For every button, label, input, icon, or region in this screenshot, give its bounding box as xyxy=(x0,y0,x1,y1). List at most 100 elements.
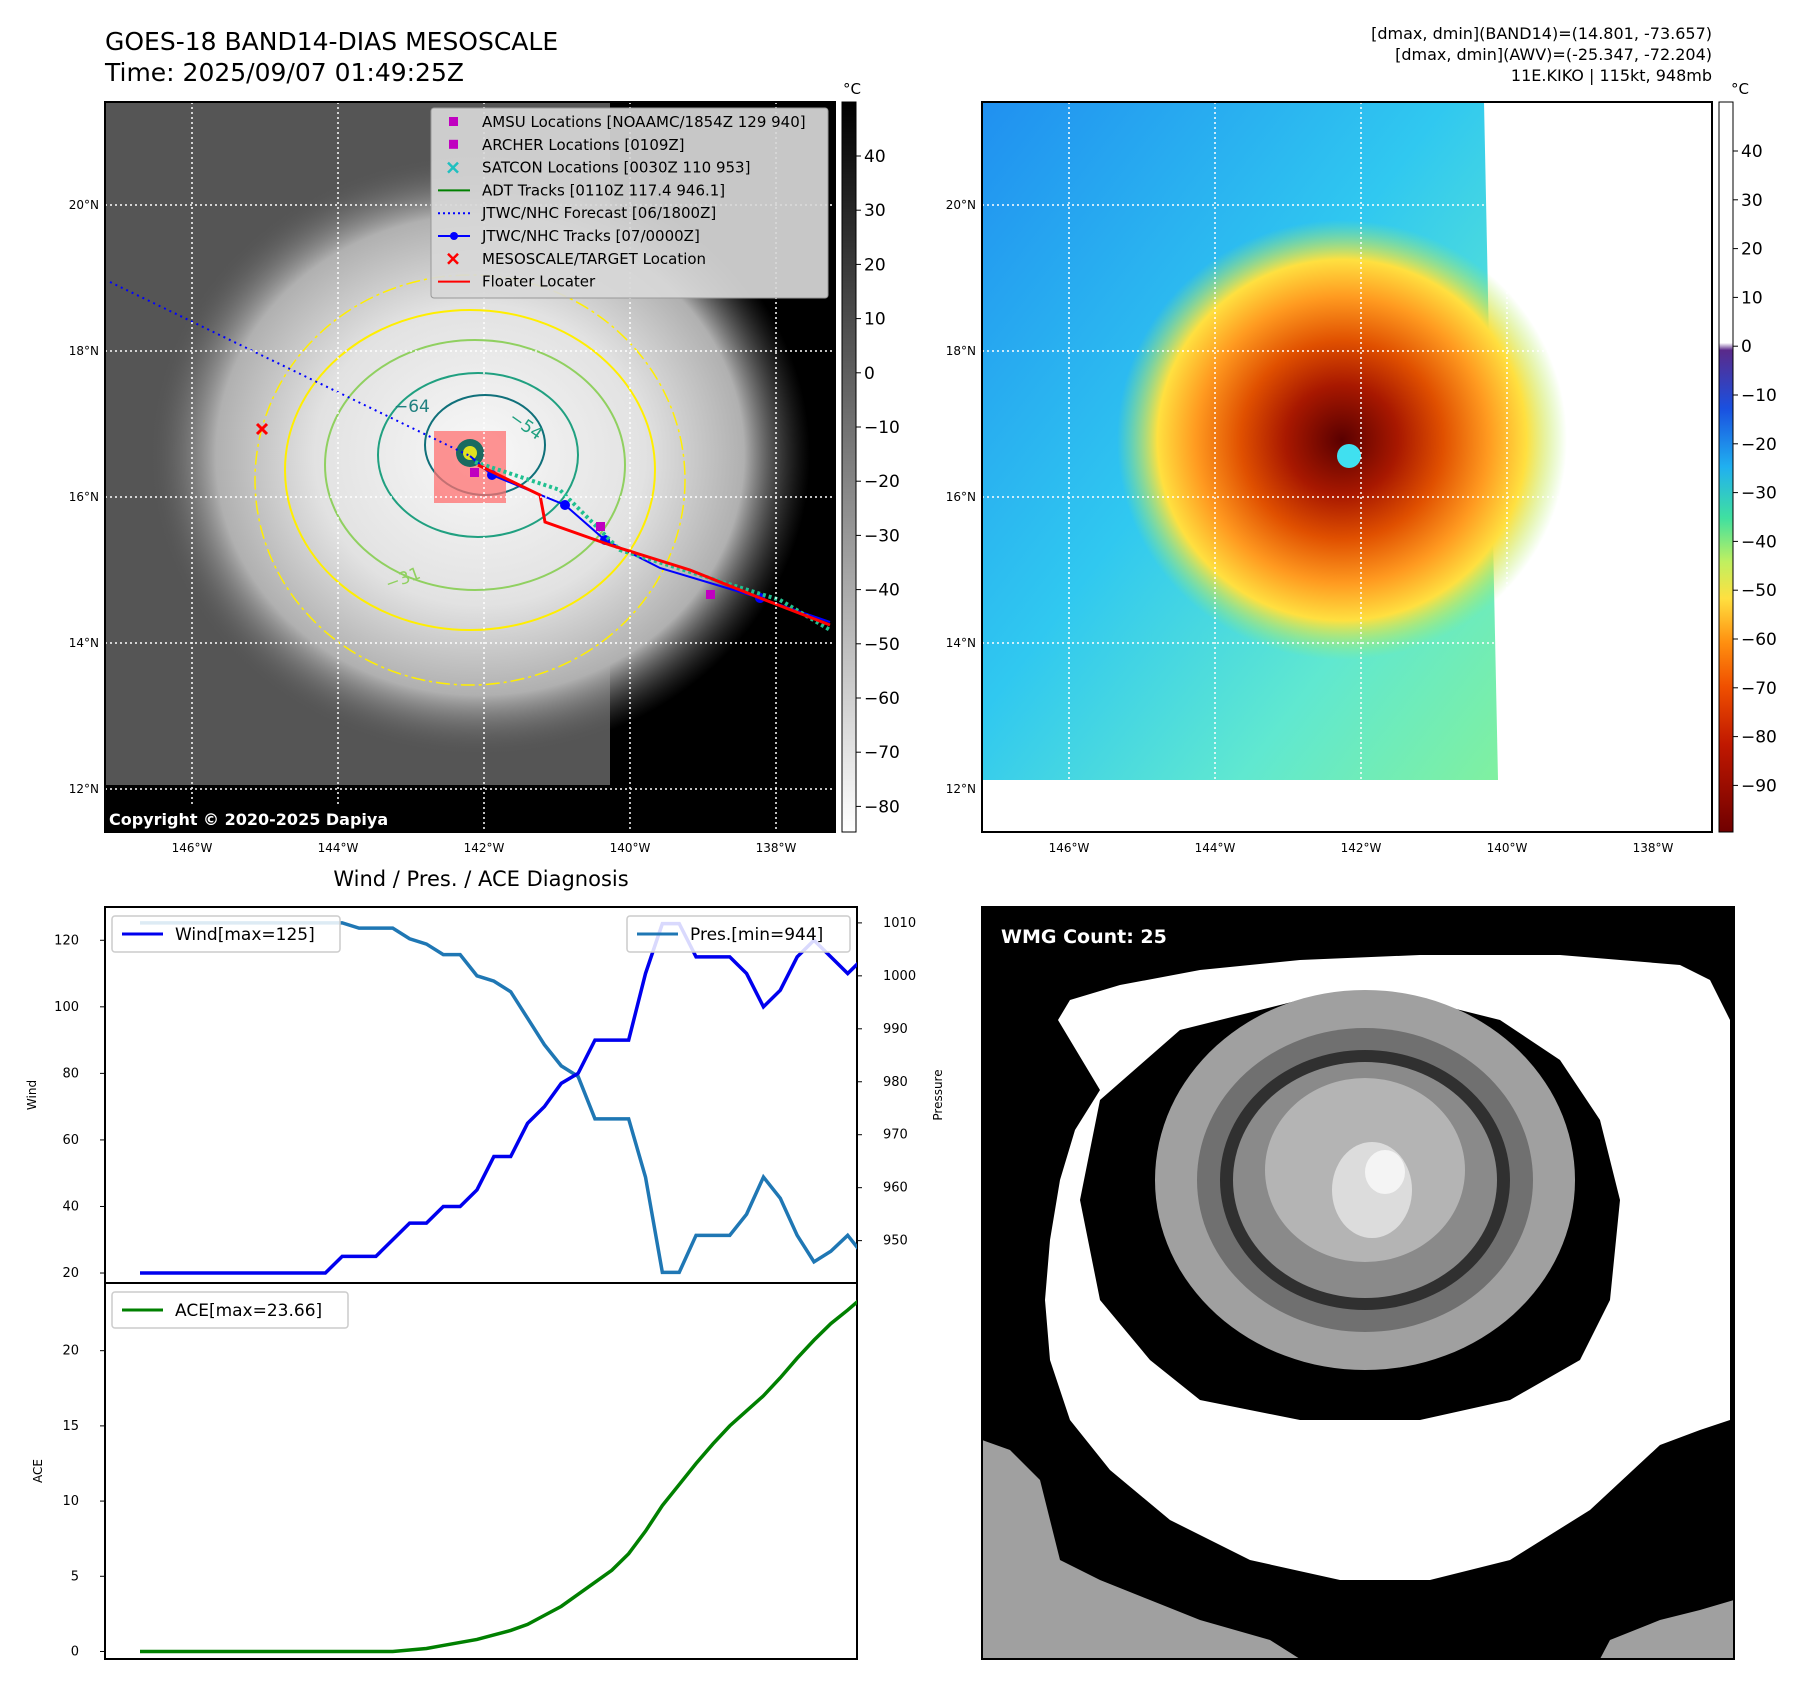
awv-colorbar-tick-label: −30 xyxy=(1741,484,1777,504)
ir-colorbar-tick-label: 20 xyxy=(864,255,886,275)
map-legend-label: ADT Tracks [0110Z 117.4 946.1] xyxy=(482,181,725,199)
map-legend-item: ADT Tracks [0110Z 117.4 946.1] xyxy=(438,181,725,199)
ir-colorbar-tick-label: −20 xyxy=(864,472,900,492)
pressure-legend: Pres.[min=944] xyxy=(626,915,851,953)
ir-contour-yellow xyxy=(284,309,656,631)
ir-colorbar-tick-label: −60 xyxy=(864,689,900,709)
copyright-box xyxy=(105,805,415,832)
ace-tick-label: 15 xyxy=(62,1419,79,1434)
satcon-points xyxy=(474,460,832,632)
map-legend-label: JTWC/NHC Tracks [07/0000Z] xyxy=(481,227,700,245)
wind-tick-label: 120 xyxy=(54,933,79,948)
pressure-tick-label: 960 xyxy=(883,1181,908,1196)
map-legend-label: ARCHER Locations [0109Z] xyxy=(482,136,685,154)
wmg-eye-core xyxy=(1365,1150,1405,1194)
ir-colorbar-tick-label: 30 xyxy=(864,201,886,221)
legend-x-marker xyxy=(447,252,459,265)
wind-tick-label: 60 xyxy=(62,1133,79,1148)
ace-axes xyxy=(104,1282,858,1660)
ir-frame xyxy=(104,101,836,833)
pressure-tick-label: 1010 xyxy=(883,916,916,931)
map-legend-item: JTWC/NHC Tracks [07/0000Z] xyxy=(438,227,700,245)
lon-tick-label: 138°W xyxy=(756,841,797,855)
amsu-marker xyxy=(596,522,605,531)
lon-tick-label: 146°W xyxy=(172,841,213,855)
ir-colorbar xyxy=(841,101,857,833)
awv-colorbar-unit: °C xyxy=(1731,80,1749,98)
awv-eye xyxy=(1337,444,1361,468)
eye-center xyxy=(463,446,477,460)
lat-tick-label: 12°N xyxy=(946,782,976,796)
lon-tick-label: 140°W xyxy=(1487,841,1528,855)
lat-tick-label: 12°N xyxy=(69,782,99,796)
lat-tick-label: 16°N xyxy=(946,490,976,504)
wmg-count-box xyxy=(992,918,1189,954)
wind-tick-label: 40 xyxy=(62,1199,79,1214)
ir-axis-ticks: 146°W 144°W 142°W 140°W 138°W 20°N 18°N 16°N 14°… xyxy=(69,198,797,855)
wind-tick-label: 100 xyxy=(54,1000,79,1015)
awv-colorbar-tick-label: −60 xyxy=(1741,630,1777,650)
wind-legend: Wind[max=125] xyxy=(111,915,341,953)
awv-colorbar xyxy=(1718,101,1734,833)
pressure-tick-label: 950 xyxy=(883,1234,908,1249)
ir-panel: −64 −54 −31 Copyright © 2020-2025 Dapiya… xyxy=(69,80,900,855)
lat-tick-label: 16°N xyxy=(69,490,99,504)
awv-colorbar-tick-label: −80 xyxy=(1741,728,1777,748)
map-legend: AMSU Locations [NOAAMC/1854Z 129 940] ARC… xyxy=(430,107,829,299)
ir-colorbar-tick-label: 40 xyxy=(864,147,886,167)
pressure-axis-label: Pressure xyxy=(931,1069,945,1120)
contour-label: −64 xyxy=(394,397,430,417)
map-legend-label: JTWC/NHC Forecast [06/1800Z] xyxy=(481,204,716,222)
legend-x-marker xyxy=(447,161,459,174)
pressure-tick-label: 970 xyxy=(883,1128,908,1143)
ir-colorbar-tick-label: 0 xyxy=(864,364,875,384)
floater-locater xyxy=(477,463,831,627)
map-legend-label: SATCON Locations [0030Z 110 953] xyxy=(482,159,750,177)
ace-tick-label: 0 xyxy=(71,1644,79,1659)
wind-tick-label: 80 xyxy=(62,1066,79,1081)
wind-legend-box xyxy=(111,915,341,953)
ir-colorbar-tick-label: −40 xyxy=(864,581,900,601)
awv-panel: 146°W 144°W 142°W 140°W 138°W 20°N 18°N 16°N 14°… xyxy=(946,80,1777,855)
map-legend-box xyxy=(430,107,829,299)
lon-tick-label: 138°W xyxy=(1633,841,1674,855)
figure-title: GOES-18 BAND14-DIAS MESOSCALE xyxy=(105,27,558,56)
map-legend-item: MESOSCALE/TARGET Location xyxy=(447,250,706,268)
figure-time: Time: 2025/09/07 01:49:25Z xyxy=(104,58,464,87)
wind-tick-label: 20 xyxy=(62,1266,79,1281)
ir-colorbar-tick-label: −70 xyxy=(864,743,900,763)
awv-colorbar-tick-label: −10 xyxy=(1741,386,1777,406)
awv-stats: [dmax, dmin](AWV)=(-25.347, -72.204) xyxy=(1395,45,1712,64)
pressure-tick-label: 980 xyxy=(883,1075,908,1090)
ir-contour-yellow-outer xyxy=(254,274,686,686)
awv-axis-ticks: 146°W 144°W 142°W 140°W 138°W 20°N 18°N 16°N 14°… xyxy=(946,198,1674,855)
wind-line xyxy=(140,921,857,1275)
ir-colorbar-tick-label: −30 xyxy=(864,526,900,546)
awv-colorbar-tick-label: −70 xyxy=(1741,679,1777,699)
track-point xyxy=(560,500,570,510)
awv-colorbar-tick-label: 20 xyxy=(1741,240,1763,260)
lon-tick-label: 142°W xyxy=(464,841,505,855)
awv-colorbar-tick-label: −90 xyxy=(1741,776,1777,796)
ace-axis-label: ACE xyxy=(31,1459,45,1483)
awv-gridlines xyxy=(982,102,1712,832)
wmg-count-label: WMG Count: 25 xyxy=(1001,926,1167,948)
band14-stats: [dmax, dmin](BAND14)=(14.801, -73.657) xyxy=(1371,24,1712,43)
wind-legend-label: Wind[max=125] xyxy=(175,925,315,945)
awv-colorbar-tick-label: −50 xyxy=(1741,581,1777,601)
lon-tick-label: 140°W xyxy=(610,841,651,855)
ir-colorbar-tick-label: −80 xyxy=(864,797,900,817)
ace-legend-box xyxy=(111,1291,349,1329)
pressure-tick-label: 1000 xyxy=(883,969,916,984)
ace-tick-label: 5 xyxy=(71,1569,79,1584)
awv-colorbar-tick-label: 10 xyxy=(1741,288,1763,308)
ace-legend-label: ACE[max=23.66] xyxy=(175,1301,322,1321)
wind-axis-ticks: 20 40 60 80 100 120 950 960 970 980 990 1000 1010 xyxy=(54,916,916,1281)
ir-colorbar-tick-label: 10 xyxy=(864,310,886,330)
map-legend-item: SATCON Locations [0030Z 110 953] xyxy=(447,159,750,177)
pressure-legend-label: Pres.[min=944] xyxy=(690,925,823,945)
ir-colorbar-tick-label: −50 xyxy=(864,635,900,655)
lon-tick-label: 144°W xyxy=(1195,841,1236,855)
wind-pressure-panel: Wind / Pres. / ACE Diagnosis 20 40 60 80 100… xyxy=(25,867,945,1284)
